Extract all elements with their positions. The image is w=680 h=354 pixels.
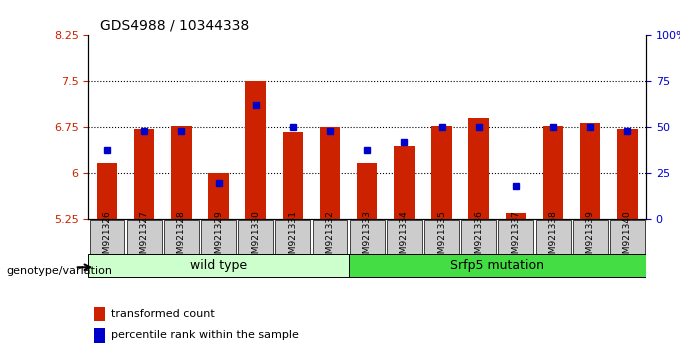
Text: genotype/variation: genotype/variation	[7, 266, 113, 276]
Text: GSM921336: GSM921336	[474, 210, 483, 265]
FancyBboxPatch shape	[573, 220, 608, 254]
Text: percentile rank within the sample: percentile rank within the sample	[111, 330, 299, 341]
Text: GSM921340: GSM921340	[623, 210, 632, 264]
Text: GSM921330: GSM921330	[251, 210, 260, 265]
Text: GSM921326: GSM921326	[103, 210, 112, 264]
FancyBboxPatch shape	[90, 220, 124, 254]
Text: GSM921333: GSM921333	[362, 210, 372, 265]
Bar	[171, 126, 192, 219]
Bar	[320, 127, 340, 219]
FancyBboxPatch shape	[201, 220, 236, 254]
FancyBboxPatch shape	[424, 220, 459, 254]
FancyBboxPatch shape	[461, 220, 496, 254]
Text: GSM921339: GSM921339	[585, 210, 595, 265]
Bar	[394, 146, 415, 219]
Bar	[134, 129, 154, 219]
Text: GSM921329: GSM921329	[214, 210, 223, 264]
FancyBboxPatch shape	[610, 220, 645, 254]
Bar	[431, 126, 452, 219]
Bar	[543, 126, 563, 219]
Text: GSM921335: GSM921335	[437, 210, 446, 265]
FancyBboxPatch shape	[350, 220, 385, 254]
Text: GSM921327: GSM921327	[139, 210, 149, 264]
FancyBboxPatch shape	[88, 254, 349, 277]
Bar	[469, 118, 489, 219]
Text: GSM921338: GSM921338	[549, 210, 558, 265]
Text: GSM921331: GSM921331	[288, 210, 297, 265]
Bar	[94, 307, 105, 321]
FancyBboxPatch shape	[349, 254, 646, 277]
Bar	[283, 132, 303, 219]
Bar	[97, 163, 117, 219]
FancyBboxPatch shape	[387, 220, 422, 254]
Bar	[580, 123, 600, 219]
Text: GSM921337: GSM921337	[511, 210, 520, 265]
FancyBboxPatch shape	[164, 220, 199, 254]
Text: transformed count: transformed count	[111, 309, 214, 319]
FancyBboxPatch shape	[536, 220, 571, 254]
FancyBboxPatch shape	[498, 220, 533, 254]
FancyBboxPatch shape	[313, 220, 347, 254]
Bar	[245, 81, 266, 219]
Text: Srfp5 mutation: Srfp5 mutation	[450, 259, 544, 272]
Bar	[506, 213, 526, 219]
Bar	[357, 163, 377, 219]
Text: wild type: wild type	[190, 259, 247, 272]
Bar	[208, 173, 228, 219]
Text: GSM921332: GSM921332	[326, 210, 335, 264]
Bar	[94, 328, 105, 343]
Text: GSM921328: GSM921328	[177, 210, 186, 264]
Text: GSM921334: GSM921334	[400, 210, 409, 264]
Bar	[617, 129, 638, 219]
FancyBboxPatch shape	[275, 220, 310, 254]
Text: GDS4988 / 10344338: GDS4988 / 10344338	[99, 19, 249, 33]
FancyBboxPatch shape	[126, 220, 162, 254]
FancyBboxPatch shape	[238, 220, 273, 254]
